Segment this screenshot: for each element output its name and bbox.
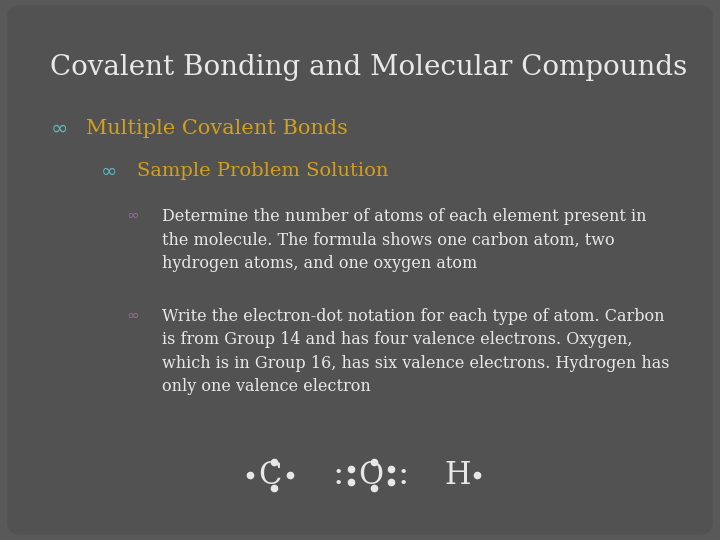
Text: C: C xyxy=(258,460,282,491)
Text: Sample Problem Solution: Sample Problem Solution xyxy=(137,162,388,180)
Text: ∞: ∞ xyxy=(126,308,139,323)
Text: ∞: ∞ xyxy=(101,162,117,181)
Text: ∞: ∞ xyxy=(126,208,139,223)
Text: ∞: ∞ xyxy=(50,119,68,139)
Text: Write the electron-dot notation for each type of atom. Carbon
is from Group 14 a: Write the electron-dot notation for each… xyxy=(162,308,670,395)
Text: H: H xyxy=(444,460,470,491)
FancyBboxPatch shape xyxy=(7,5,713,535)
Text: Determine the number of atoms of each element present in
the molecule. The formu: Determine the number of atoms of each el… xyxy=(162,208,647,272)
Text: O: O xyxy=(359,460,383,491)
Text: :: : xyxy=(333,459,344,491)
Text: :: : xyxy=(397,459,409,491)
Text: Covalent Bonding and Molecular Compounds: Covalent Bonding and Molecular Compounds xyxy=(50,54,688,81)
Text: Multiple Covalent Bonds: Multiple Covalent Bonds xyxy=(86,119,348,138)
